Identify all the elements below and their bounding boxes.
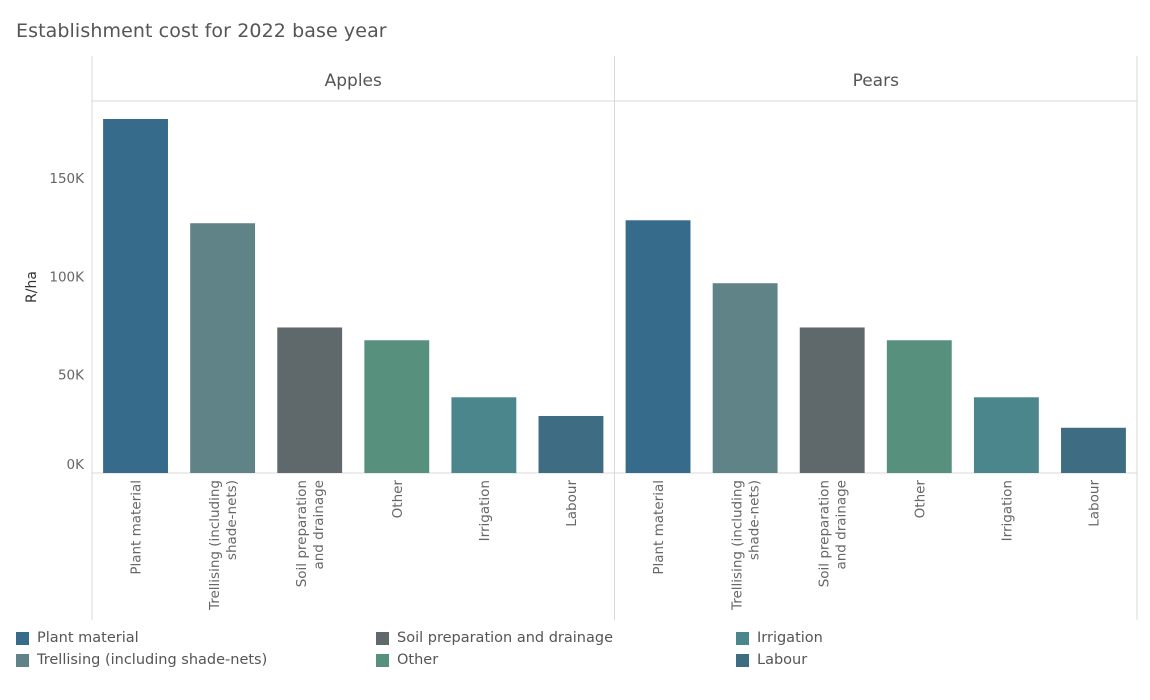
legend-item-irrigation[interactable]: Irrigation (736, 630, 823, 646)
x-tick-label-soil-preparation-and-drainage: and drainage (311, 480, 327, 570)
legend-swatch (16, 653, 29, 667)
x-tick-label-soil-preparation-and-drainage: and drainage (834, 480, 850, 570)
panel-header-pears: Pears (853, 71, 900, 91)
legend-label: Labour (757, 652, 808, 668)
bar-pears-plant-material (625, 220, 691, 473)
legend-swatch (376, 631, 389, 645)
x-tick-label-trellising-including-shade-nets: shade-nets) (224, 480, 240, 560)
bar-apples-labour (538, 415, 604, 473)
legend-label: Other (397, 652, 439, 668)
legend-swatch (736, 631, 749, 645)
x-tick-label-plant-material: Plant material (651, 480, 667, 575)
x-tick-label-labour: Labour (564, 480, 580, 527)
legend-item-plant-material[interactable]: Plant material (16, 630, 139, 646)
legend-label: Trellising (including shade-nets) (37, 652, 268, 668)
bar-pears-irrigation (973, 397, 1039, 473)
y-axis-label: R/ha (24, 271, 40, 303)
x-tick-label-trellising-including-shade-nets: shade-nets) (747, 480, 763, 560)
x-tick-label-other: Other (390, 480, 406, 519)
panel-header-apples: Apples (325, 71, 382, 91)
bar-pears-soil-preparation-and-drainage (799, 327, 865, 473)
x-tick-label-irrigation: Irrigation (477, 480, 493, 541)
legend-label: Irrigation (757, 630, 823, 646)
y-tick-label: 100K (49, 269, 85, 285)
legend-swatch (16, 631, 29, 645)
x-tick-label-trellising-including-shade-nets: Trellising (including (207, 480, 223, 611)
chart-title: Establishment cost for 2022 base year (16, 20, 387, 42)
legend-item-trellising-including-shade-nets[interactable]: Trellising (including shade-nets) (16, 652, 267, 668)
bar-pears-other (886, 340, 952, 473)
bar-apples-plant-material (103, 119, 168, 473)
x-tick-label-trellising-including-shade-nets: Trellising (including (730, 480, 746, 611)
x-tick-label-soil-preparation-and-drainage: Soil preparation (817, 480, 833, 587)
legend-label: Plant material (37, 630, 139, 646)
bar-chart: R/ha 0K 50K 100K 150K Apples Plant material Tre… (24, 56, 1138, 620)
x-tick-label-plant-material: Plant material (129, 480, 145, 575)
bar-apples-other (364, 340, 430, 473)
legend-item-soil-preparation-and-drainage[interactable]: Soil preparation and drainage (376, 630, 613, 646)
bar-pears-trellising-including-shade-nets (712, 283, 778, 473)
y-tick-label: 150K (49, 171, 85, 187)
x-tick-label-soil-preparation-and-drainage: Soil preparation (294, 480, 310, 587)
x-tick-label-labour: Labour (1086, 480, 1102, 527)
bar-apples-irrigation (451, 397, 517, 473)
legend-item-other[interactable]: Other (376, 652, 438, 668)
legend-swatch (736, 653, 749, 667)
bar-pears-labour (1061, 427, 1126, 473)
legend-item-labour[interactable]: Labour (736, 652, 807, 668)
legend-label: Soil preparation and drainage (397, 630, 613, 646)
x-tick-label-irrigation: Irrigation (999, 480, 1015, 541)
legend: Plant material Trellising (including shad… (16, 630, 1136, 674)
legend-swatch (376, 653, 389, 667)
x-tick-label-other: Other (912, 480, 928, 519)
bar-apples-soil-preparation-and-drainage (277, 327, 343, 473)
bar-apples-trellising-including-shade-nets (190, 223, 256, 473)
y-tick-label: 50K (58, 368, 85, 384)
y-tick-label: 0K (67, 457, 86, 473)
